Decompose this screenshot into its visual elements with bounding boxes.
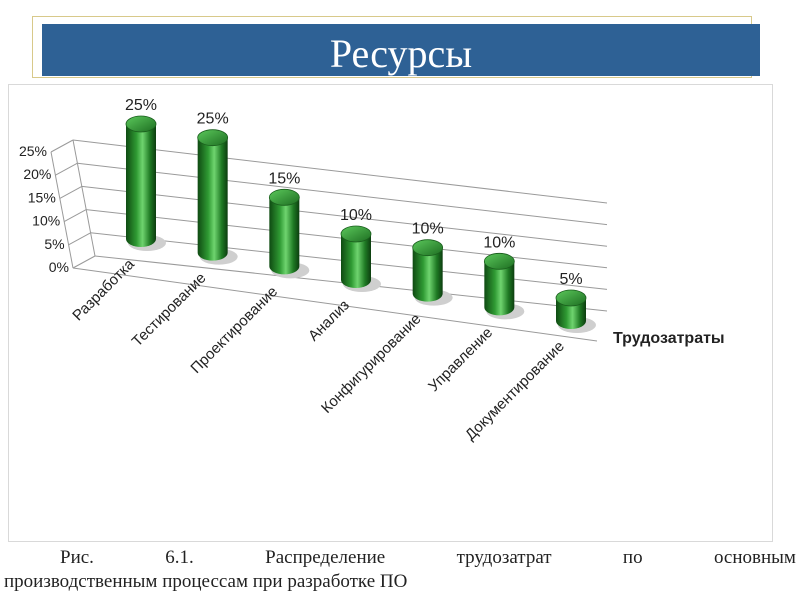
y-tick-label: 25% [19, 143, 47, 159]
data-label: 10% [412, 221, 444, 238]
floor-edge [72, 267, 598, 342]
bar [268, 188, 310, 279]
bar-cap [340, 225, 372, 243]
bar-body [197, 137, 228, 261]
bar [125, 115, 166, 251]
bar [197, 129, 238, 265]
data-label: 15% [268, 170, 300, 187]
caption-line2: производственным процессам при разработк… [4, 571, 408, 592]
y-tick-label: 10% [32, 213, 60, 229]
bar-body [126, 124, 156, 247]
slide-title: Ресурсы [329, 31, 473, 76]
data-label: 5% [559, 271, 582, 288]
bar [555, 289, 596, 333]
title-bar [42, 24, 760, 76]
gridline-depth [72, 255, 96, 269]
data-label: 25% [125, 97, 157, 114]
bar-body [412, 247, 443, 302]
category-label: Разработка [69, 255, 138, 324]
bar [340, 225, 381, 292]
bar [412, 239, 453, 306]
data-label: 25% [197, 111, 229, 128]
gridline-depth [59, 185, 83, 199]
bar-body [484, 261, 515, 316]
caption-line1: Рис. 6.1. Распределение трудозатрат по основн… [4, 546, 796, 570]
bar-cap [483, 252, 515, 270]
caption-word: 6.1. [165, 547, 194, 568]
caption-word: Рис. [60, 547, 94, 568]
gridline [77, 162, 608, 226]
caption-word: основным [713, 547, 796, 568]
figure-caption: Рис. 6.1. Распределение трудозатрат по основн… [4, 546, 796, 594]
bar-body [556, 298, 586, 329]
category-label: Управление [425, 324, 496, 395]
y-axis: 0% 5% 10% 15% 20% 25% [19, 143, 69, 275]
y-tick-label: 5% [44, 236, 64, 252]
gridline-depth [68, 232, 91, 246]
data-labels: 25% 25% 15% 10% 10% 10% 5% [125, 97, 583, 288]
data-label: 10% [340, 207, 372, 224]
caption-word: по [622, 547, 643, 568]
y-axis-line [72, 139, 96, 257]
gridline-depth [50, 139, 74, 153]
gridline-depth [63, 209, 87, 223]
caption-word: трудозатрат [456, 547, 552, 568]
y-tick-label: 15% [28, 189, 56, 205]
legend-series-name: Трудозатраты [613, 330, 725, 347]
chart-area: 0% 5% 10% 15% 20% 25% 25% 25% 15% 10% 10% 10% 5% Ра… [8, 84, 773, 542]
y-axis-front [50, 151, 74, 269]
gridline [72, 139, 608, 204]
bar-cap [125, 115, 157, 133]
bar-cap [555, 289, 587, 307]
bars [125, 115, 596, 333]
bar-cap [412, 239, 444, 257]
bar-cap [197, 129, 229, 147]
gridline-depth [55, 162, 78, 176]
grid-layer [50, 139, 608, 342]
bar-body [341, 234, 371, 288]
bar-cap [268, 188, 300, 206]
bar [483, 252, 525, 320]
bar-body [269, 197, 300, 275]
chart-svg: 0% 5% 10% 15% 20% 25% 25% 25% 15% 10% 10% 10% 5% Ра… [19, 97, 725, 444]
data-label: 10% [483, 234, 515, 251]
category-label: Проектирование [187, 283, 281, 377]
y-tick-label: 0% [49, 259, 69, 275]
y-tick-label: 20% [23, 166, 51, 182]
gridline [81, 185, 608, 247]
caption-word: Распределение [265, 547, 386, 568]
